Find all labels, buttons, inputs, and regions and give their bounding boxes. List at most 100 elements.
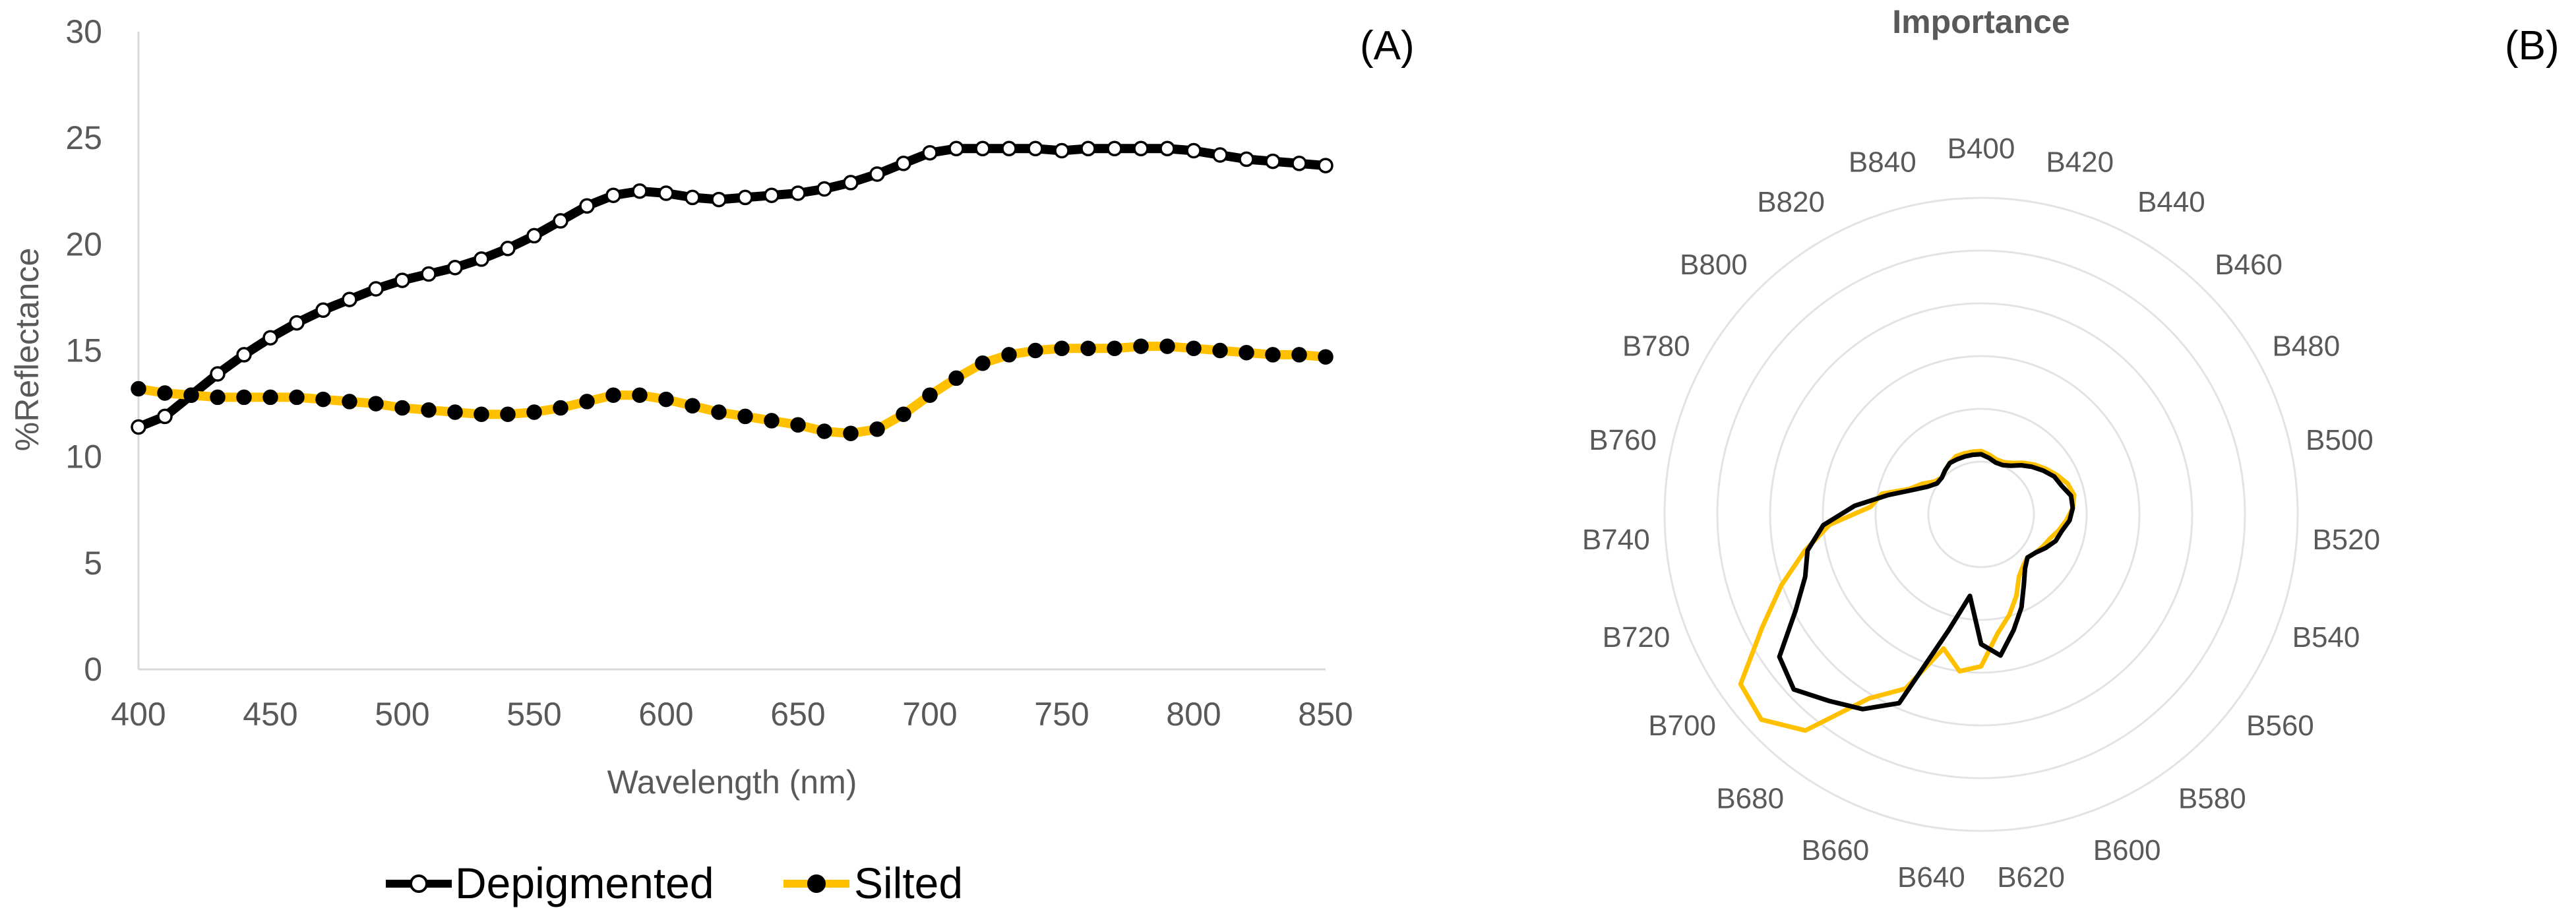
data-point-silted bbox=[447, 404, 463, 420]
data-point-silted bbox=[1239, 344, 1254, 361]
series-line-silted bbox=[134, 342, 1330, 439]
data-point-silted bbox=[1080, 340, 1096, 357]
data-point-silted bbox=[1107, 340, 1122, 357]
data-point-silted bbox=[579, 394, 595, 410]
data-point-silted bbox=[948, 370, 964, 386]
data-point-depigmented bbox=[1186, 142, 1202, 159]
radar-category-label: B540 bbox=[2292, 621, 2360, 654]
y-tick-label: 30 bbox=[65, 13, 102, 50]
radar-category-label: B420 bbox=[2046, 146, 2114, 179]
x-tick-label: 600 bbox=[638, 696, 693, 733]
x-tick-label: 650 bbox=[770, 696, 825, 733]
radar-ring bbox=[1663, 197, 2299, 832]
data-point-depigmented bbox=[394, 272, 410, 288]
data-point-silted bbox=[764, 413, 780, 429]
radar-series-depigmented bbox=[1777, 452, 2075, 712]
data-point-depigmented bbox=[1054, 142, 1070, 159]
data-point-silted bbox=[342, 394, 357, 410]
y-tick-labels: 0 5 10 15 20 25 30 bbox=[65, 13, 102, 688]
radar-category-label: B760 bbox=[1589, 424, 1657, 456]
radar-chart-panel: Importance B400 B420B440B460B480B500B520B… bbox=[1582, 3, 2560, 894]
y-tick-label: 20 bbox=[65, 226, 102, 262]
data-point-silted bbox=[262, 389, 278, 406]
radar-ring bbox=[1874, 408, 2088, 621]
data-point-depigmented bbox=[1239, 151, 1254, 168]
data-point-silted bbox=[131, 381, 146, 397]
line-series-group bbox=[131, 140, 1334, 441]
legend-marker-depigmented bbox=[410, 874, 428, 893]
radar-category-label: B740 bbox=[1582, 524, 1650, 556]
radar-category-label: B840 bbox=[1849, 146, 1917, 179]
radar-category-label: B500 bbox=[2306, 424, 2374, 456]
radar-category-label: B400 bbox=[1947, 133, 2015, 165]
radar-ring bbox=[1716, 249, 2246, 779]
data-point-depigmented bbox=[1080, 140, 1096, 157]
radar-category-label: B520 bbox=[2312, 524, 2380, 556]
legend: Depigmented Silted bbox=[386, 859, 963, 907]
data-point-depigmented bbox=[948, 140, 964, 157]
data-point-depigmented bbox=[1107, 140, 1122, 157]
radar-ring bbox=[1769, 302, 2193, 727]
data-point-depigmented bbox=[1159, 140, 1175, 157]
data-point-silted bbox=[210, 389, 226, 406]
y-tick-label: 10 bbox=[65, 439, 102, 475]
panel-label-b: (B) bbox=[2505, 23, 2560, 69]
data-point-depigmented bbox=[1265, 153, 1281, 169]
legend-label-depigmented: Depigmented bbox=[455, 859, 714, 907]
data-point-silted bbox=[526, 404, 542, 420]
radar-title: Importance bbox=[1892, 3, 2070, 40]
data-point-silted bbox=[843, 425, 859, 441]
data-point-silted bbox=[632, 387, 648, 403]
data-point-depigmented bbox=[658, 185, 674, 201]
panel-label-a: (A) bbox=[1360, 23, 1415, 69]
data-point-silted bbox=[236, 389, 252, 406]
data-point-silted bbox=[474, 406, 489, 422]
data-point-depigmented bbox=[131, 419, 146, 435]
data-point-silted bbox=[1265, 347, 1281, 363]
data-point-silted bbox=[1001, 347, 1017, 363]
data-point-silted bbox=[1027, 342, 1043, 359]
data-point-depigmented bbox=[869, 166, 885, 182]
data-point-silted bbox=[553, 400, 568, 416]
data-point-silted bbox=[869, 421, 885, 437]
data-point-silted bbox=[658, 391, 674, 408]
x-tick-label: 550 bbox=[506, 696, 561, 733]
data-point-depigmented bbox=[685, 189, 700, 206]
data-point-silted bbox=[500, 406, 516, 422]
radar-category-label: B680 bbox=[1716, 783, 1784, 815]
line-chart-panel: 0 5 10 15 20 25 30 400 450 500 550 600 650 700 750 800… bbox=[9, 13, 1415, 801]
data-point-depigmented bbox=[790, 185, 806, 201]
data-point-depigmented bbox=[1212, 147, 1228, 163]
line-chart-axes bbox=[137, 32, 1326, 671]
data-point-depigmented bbox=[711, 191, 727, 208]
data-point-silted bbox=[1054, 340, 1070, 357]
data-point-silted bbox=[1186, 340, 1202, 357]
radar-category-label: B800 bbox=[1680, 249, 1748, 281]
x-tick-labels: 400 450 500 550 600 650 700 750 800 850 bbox=[111, 696, 1353, 733]
data-point-silted bbox=[394, 400, 410, 416]
data-point-depigmented bbox=[553, 213, 568, 229]
data-point-depigmented bbox=[605, 187, 621, 203]
data-point-depigmented bbox=[896, 156, 911, 171]
data-point-silted bbox=[315, 391, 331, 408]
x-tick-label: 700 bbox=[902, 696, 957, 733]
x-tick-label: 750 bbox=[1034, 696, 1089, 733]
radar-category-label: B660 bbox=[1802, 834, 1870, 867]
data-point-depigmented bbox=[289, 315, 305, 331]
radar-category-label: B620 bbox=[1997, 861, 2065, 894]
radar-category-label: B580 bbox=[2178, 783, 2246, 815]
data-point-silted bbox=[685, 398, 700, 414]
data-point-depigmented bbox=[447, 260, 463, 276]
data-point-depigmented bbox=[1133, 140, 1149, 157]
data-point-depigmented bbox=[262, 330, 278, 346]
data-point-silted bbox=[157, 385, 173, 401]
data-point-silted bbox=[922, 387, 938, 403]
data-point-silted bbox=[368, 396, 384, 412]
radar-category-label: B600 bbox=[2093, 834, 2161, 867]
radar-category-label: B820 bbox=[1757, 186, 1825, 218]
radar-series-silted bbox=[1738, 448, 2077, 733]
data-point-depigmented bbox=[632, 183, 648, 199]
radar-category-label: B560 bbox=[2246, 710, 2314, 742]
y-axis-title: %Reflectance bbox=[9, 248, 46, 452]
data-point-depigmented bbox=[843, 175, 859, 191]
